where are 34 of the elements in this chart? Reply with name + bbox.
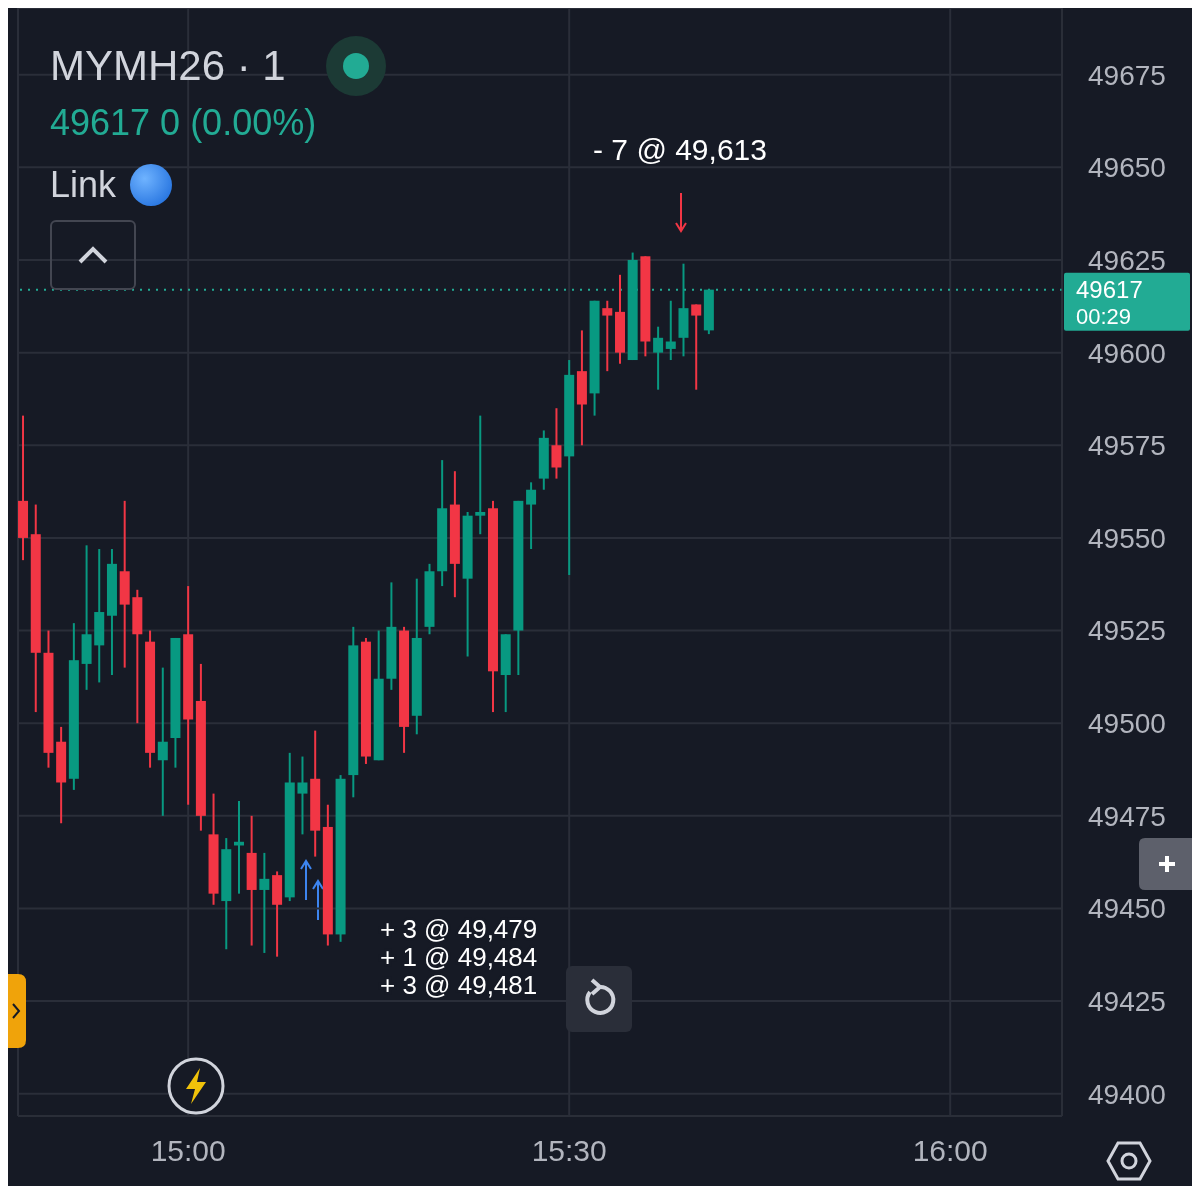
ref-line-label: 49617 [1076,275,1143,303]
y-tick-label: 49600 [1088,337,1166,369]
candlestick [665,299,676,362]
y-tick-label: 49575 [1088,430,1166,462]
x-tick-label: 15:30 [531,1134,607,1168]
candlestick [602,299,613,373]
candlestick [297,755,308,836]
candlestick [475,414,486,536]
y-tick-label: 49675 [1088,59,1166,91]
annotation: Link [50,164,117,206]
annotation: - 7 @ 49,613 [593,133,767,166]
annotation: + 3 @ 49,479 [380,914,538,944]
text: 49617 0 (0.00%) [50,102,317,144]
y-tick-label: 49525 [1088,615,1166,647]
x-tick-label: 16:00 [912,1134,988,1168]
y-tick-label: 49400 [1088,1078,1166,1110]
candlestick [259,851,270,954]
y-tick-label: 49550 [1088,522,1166,554]
y-tick-label: 49625 [1088,244,1166,276]
x-tick-label: 15:00 [150,1134,226,1168]
candlestick [526,481,537,551]
y-tick-label: 49450 [1088,893,1166,925]
text: 00:29 [1076,303,1132,329]
annotation: + 3 @ 49,481 [380,970,538,1000]
y-tick-label: 49425 [1088,986,1166,1018]
candlestick [653,325,664,391]
annotation: + 1 @ 49,484 [380,942,538,972]
candlestick [157,666,168,817]
y-tick-label: 49500 [1088,708,1166,740]
candlestick [551,407,562,480]
text: MYMH26 · 1 [50,42,286,90]
y-tick-label: 49650 [1088,152,1166,184]
candlestick [691,303,702,391]
y-tick-label: 49475 [1088,800,1166,832]
